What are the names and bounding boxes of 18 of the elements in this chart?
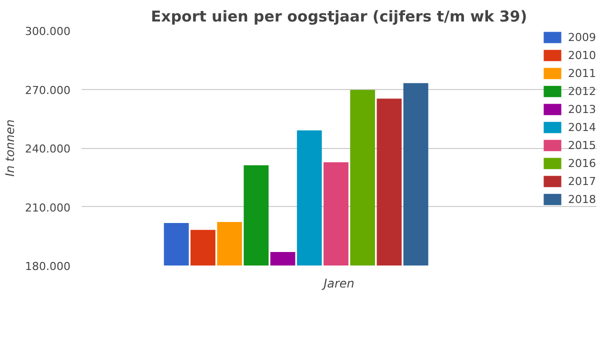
y-tick-label: 210.000 — [25, 201, 71, 214]
legend-label: 2009 — [568, 30, 596, 44]
legend-label: 2010 — [568, 48, 596, 62]
legend-label: 2014 — [568, 120, 596, 134]
y-tick-label: 270.000 — [25, 84, 71, 97]
y-tick-label: 300.000 — [25, 25, 71, 38]
legend-label: 2015 — [568, 138, 596, 152]
y-tick-label: 240.000 — [25, 142, 71, 156]
x-axis-title: Jaren — [322, 276, 354, 290]
y-axis-title: In tonnen — [3, 119, 18, 177]
legend-label: 2018 — [568, 192, 596, 206]
legend-label: 2016 — [568, 156, 596, 170]
legend-label: 2011 — [568, 66, 596, 80]
legend-label: 2012 — [568, 84, 596, 98]
chart-title: Export uien per oogstjaar (cijfers t/m wk 39) — [150, 8, 528, 26]
legend-label: 2013 — [568, 102, 596, 116]
legend-label: 2017 — [568, 174, 596, 188]
y-tick-label: 180.000 — [25, 260, 71, 273]
